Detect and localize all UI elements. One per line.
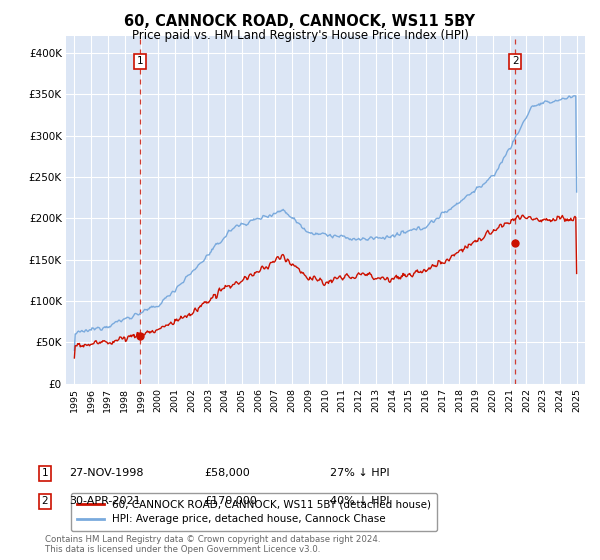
Text: 60, CANNOCK ROAD, CANNOCK, WS11 5BY: 60, CANNOCK ROAD, CANNOCK, WS11 5BY <box>125 14 476 29</box>
Text: Price paid vs. HM Land Registry's House Price Index (HPI): Price paid vs. HM Land Registry's House … <box>131 29 469 42</box>
Text: 40% ↓ HPI: 40% ↓ HPI <box>330 496 389 506</box>
Point <box>511 239 520 248</box>
Text: 1: 1 <box>41 468 49 478</box>
Text: 27% ↓ HPI: 27% ↓ HPI <box>330 468 389 478</box>
Point <box>135 331 145 340</box>
Text: 27-NOV-1998: 27-NOV-1998 <box>69 468 143 478</box>
Text: Contains HM Land Registry data © Crown copyright and database right 2024.
This d: Contains HM Land Registry data © Crown c… <box>45 535 380 554</box>
Text: £58,000: £58,000 <box>204 468 250 478</box>
Text: 30-APR-2021: 30-APR-2021 <box>69 496 140 506</box>
Text: 1: 1 <box>136 56 143 66</box>
Text: £170,000: £170,000 <box>204 496 257 506</box>
Legend: 60, CANNOCK ROAD, CANNOCK, WS11 5BY (detached house), HPI: Average price, detach: 60, CANNOCK ROAD, CANNOCK, WS11 5BY (det… <box>71 493 437 531</box>
Text: 2: 2 <box>512 56 518 66</box>
Text: 2: 2 <box>41 496 49 506</box>
